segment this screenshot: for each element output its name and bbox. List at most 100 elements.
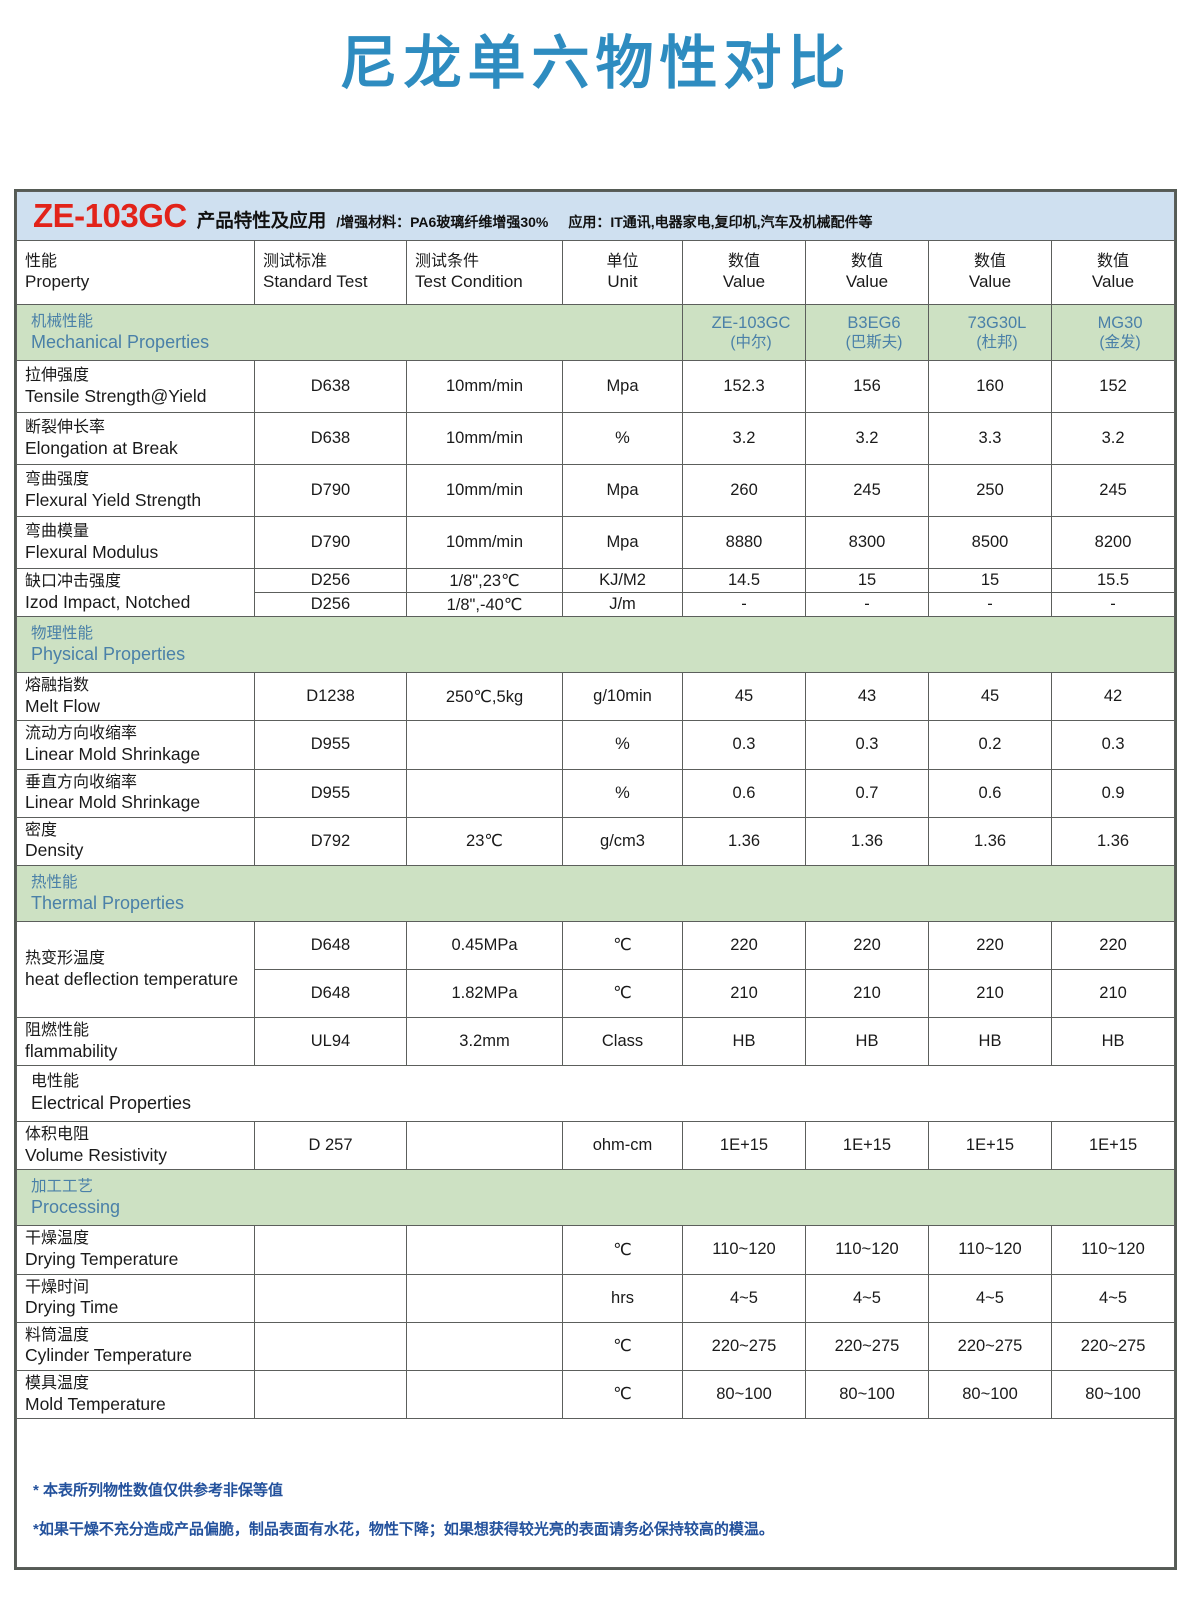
cell-izod-b-v1: - bbox=[682, 592, 806, 618]
cell-density-v1: 1.36 bbox=[682, 816, 806, 866]
table-row: 拉伸强度 Tensile Strength@Yield D638 10mm/mi… bbox=[16, 360, 1176, 413]
footnote-1: * 本表所列物性数值仅供参考非保等值 bbox=[33, 1482, 284, 1500]
cell-drytime-unit: hrs bbox=[562, 1273, 683, 1323]
cell-hdt-b-v4: 210 bbox=[1050, 968, 1176, 1018]
col-header-value-3-en: Value bbox=[968, 271, 1012, 291]
cell-drytemp-cond bbox=[406, 1225, 563, 1275]
cell-drytime-v3: 4~5 bbox=[928, 1273, 1052, 1323]
cell-hdt-a-cond: 0.45MPa bbox=[406, 920, 563, 970]
section-mechanical-row: 机械性能 Mechanical Properties ZE-103GC (中尔)… bbox=[16, 304, 1176, 361]
table-row: 密度 Density D792 23℃ g/cm3 1.36 1.36 1.36… bbox=[16, 816, 1176, 866]
cell-cylindertemp-unit: ℃ bbox=[562, 1321, 683, 1371]
cell-izod-b-v4: - bbox=[1050, 592, 1176, 618]
section-electrical-row: 电性能 Electrical Properties bbox=[15, 1065, 1176, 1123]
product-column-1-name: ZE-103GC bbox=[711, 313, 791, 332]
section-mechanical-cn: 机械性能 bbox=[31, 312, 94, 330]
section-thermal-row: 热性能 Thermal Properties bbox=[15, 864, 1176, 922]
cell-elongation-v4: 3.2 bbox=[1050, 412, 1176, 465]
cell-flexmodulus-v4: 8200 bbox=[1050, 516, 1176, 569]
cell-elongation-cond: 10mm/min bbox=[406, 412, 563, 465]
cell-cylindertemp-v1: 220~275 bbox=[682, 1321, 806, 1371]
section-electrical-cn: 电性能 bbox=[31, 1073, 80, 1091]
table-row: 模具温度 Mold Temperature ℃ 80~100 80~100 80… bbox=[16, 1369, 1176, 1420]
col-header-value-1-cn: 数值 bbox=[727, 253, 760, 271]
cell-elongation-v1: 3.2 bbox=[682, 412, 806, 465]
col-header-standard-test-en: Standard Test bbox=[263, 271, 368, 291]
col-header-property: 性能 Property bbox=[16, 240, 255, 305]
row-label-drying-temperature: 干燥温度 Drying Temperature bbox=[16, 1225, 255, 1275]
cell-shrinkflow-cond bbox=[406, 720, 563, 770]
cell-density-v3: 1.36 bbox=[928, 816, 1052, 866]
table-row: 热变形温度 heat deflection temperature D648 0… bbox=[16, 920, 1176, 1018]
cell-meltflow-v2: 43 bbox=[805, 672, 929, 722]
table-row: D648 1.82MPa ℃ 210 210 210 210 bbox=[17, 968, 1176, 1018]
spec-sheet: ZE-103GC 产品特性及应用 /增强材料：PA6玻璃纤维增强30% 应用：I… bbox=[14, 189, 1177, 1571]
cell-hdt-a-v4: 220 bbox=[1050, 920, 1176, 970]
cell-meltflow-v1: 45 bbox=[682, 672, 806, 722]
cell-tensile-v3: 160 bbox=[928, 360, 1052, 413]
row-label-flammability: 阻燃性能 flammability bbox=[16, 1016, 255, 1067]
col-header-value-4-en: Value bbox=[1091, 271, 1135, 291]
section-thermal-en: Thermal Properties bbox=[31, 892, 185, 913]
table-row: 干燥时间 Drying Time hrs 4~5 4~5 4~5 4~5 bbox=[16, 1273, 1176, 1323]
cell-moldtemp-v4: 80~100 bbox=[1050, 1369, 1176, 1420]
cell-tensile-cond: 10mm/min bbox=[406, 360, 563, 413]
cell-cylindertemp-std bbox=[254, 1321, 407, 1371]
col-header-test-condition-cn: 测试条件 bbox=[415, 253, 480, 271]
cell-density-cond: 23℃ bbox=[406, 816, 563, 866]
cell-shrinkcross-v4: 0.9 bbox=[1050, 768, 1176, 818]
cell-resistivity-v4: 1E+15 bbox=[1050, 1121, 1176, 1171]
row-label-melt-flow: 熔融指数 Melt Flow bbox=[16, 672, 255, 722]
cell-izod-a-v3: 15 bbox=[928, 567, 1052, 594]
cell-flexstrength-v2: 245 bbox=[805, 464, 929, 517]
cell-shrinkcross-v2: 0.7 bbox=[805, 768, 929, 818]
cell-drytime-cond bbox=[406, 1273, 563, 1323]
cell-shrinkcross-v1: 0.6 bbox=[682, 768, 806, 818]
table-row: 断裂伸长率 Elongation at Break D638 10mm/min … bbox=[16, 412, 1176, 465]
col-header-value-3-cn: 数值 bbox=[973, 253, 1006, 271]
row-label-heat-deflection: 热变形温度 heat deflection temperature bbox=[16, 920, 255, 1018]
cell-izod-a-v4: 15.5 bbox=[1050, 567, 1176, 594]
cell-flexstrength-unit: Mpa bbox=[562, 464, 683, 517]
section-mechanical-en: Mechanical Properties bbox=[31, 331, 210, 352]
cell-flexmodulus-cond: 10mm/min bbox=[406, 516, 563, 569]
cell-flexstrength-v1: 260 bbox=[682, 464, 806, 517]
cell-moldtemp-cond bbox=[406, 1369, 563, 1420]
cell-shrinkflow-v4: 0.3 bbox=[1050, 720, 1176, 770]
section-physical-en: Physical Properties bbox=[31, 644, 186, 665]
table-row: 料筒温度 Cylinder Temperature ℃ 220~275 220~… bbox=[16, 1321, 1176, 1371]
cell-cylindertemp-v4: 220~275 bbox=[1050, 1321, 1176, 1371]
cell-drytemp-v1: 110~120 bbox=[682, 1225, 806, 1275]
col-header-standard-test-cn: 测试标准 bbox=[263, 253, 328, 271]
cell-moldtemp-v2: 80~100 bbox=[805, 1369, 929, 1420]
cell-elongation-v3: 3.3 bbox=[928, 412, 1052, 465]
cell-tensile-unit: Mpa bbox=[562, 360, 683, 413]
cell-hdt-a-v2: 220 bbox=[805, 920, 929, 970]
cell-flexmodulus-unit: Mpa bbox=[562, 516, 683, 569]
cell-hdt-b-v1: 210 bbox=[682, 968, 806, 1018]
cell-cylindertemp-v2: 220~275 bbox=[805, 1321, 929, 1371]
row-label-izod-impact: 缺口冲击强度 Izod Impact, Notched bbox=[16, 567, 255, 618]
cell-izod-a-v1: 14.5 bbox=[682, 567, 806, 594]
product-column-3: 73G30L (杜邦) bbox=[928, 304, 1052, 361]
col-header-value-1: 数值 Value bbox=[682, 240, 806, 305]
row-label-flexural-strength: 弯曲强度 Flexural Yield Strength bbox=[16, 464, 255, 517]
table-row: 熔融指数 Melt Flow D1238 250℃,5kg g/10min 45… bbox=[16, 672, 1176, 722]
row-label-drying-time: 干燥时间 Drying Time bbox=[16, 1273, 255, 1323]
cell-drytemp-v2: 110~120 bbox=[805, 1225, 929, 1275]
cell-drytemp-v3: 110~120 bbox=[928, 1225, 1052, 1275]
cell-shrinkflow-unit: % bbox=[562, 720, 683, 770]
product-banner-row: ZE-103GC 产品特性及应用 /增强材料：PA6玻璃纤维增强30% 应用：I… bbox=[15, 191, 1176, 241]
cell-izod-b-unit: J/m bbox=[562, 592, 683, 618]
product-column-2-brand: (巴斯夫) bbox=[845, 334, 903, 352]
cell-shrinkcross-cond bbox=[406, 768, 563, 818]
cell-hdt-b-unit: ℃ bbox=[562, 968, 683, 1018]
cell-izod-a-cond: 1/8",23℃ bbox=[406, 567, 563, 594]
cell-meltflow-v3: 45 bbox=[928, 672, 1052, 722]
table-row: 垂直方向收缩率 Linear Mold Shrinkage D955 % 0.6… bbox=[16, 768, 1176, 818]
col-header-value-2: 数值 Value bbox=[805, 240, 929, 305]
cell-izod-a-std: D256 bbox=[254, 567, 407, 594]
cell-meltflow-std: D1238 bbox=[254, 672, 407, 722]
section-physical-label: 物理性能 Physical Properties bbox=[15, 616, 1176, 674]
cell-hdt-b-std: D648 bbox=[254, 968, 407, 1018]
